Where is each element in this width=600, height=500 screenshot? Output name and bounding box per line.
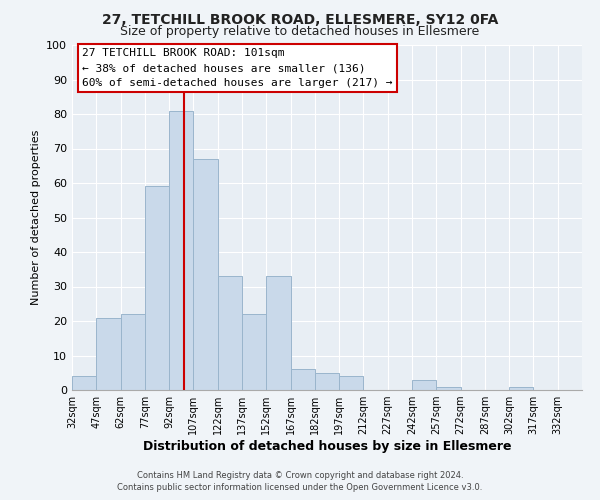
Y-axis label: Number of detached properties: Number of detached properties <box>31 130 41 305</box>
Bar <box>266 276 290 390</box>
Text: 27 TETCHILL BROOK ROAD: 101sqm
← 38% of detached houses are smaller (136)
60% of: 27 TETCHILL BROOK ROAD: 101sqm ← 38% of … <box>82 48 392 88</box>
Bar <box>339 376 364 390</box>
Text: Size of property relative to detached houses in Ellesmere: Size of property relative to detached ho… <box>121 25 479 38</box>
Text: 27, TETCHILL BROOK ROAD, ELLESMERE, SY12 0FA: 27, TETCHILL BROOK ROAD, ELLESMERE, SY12… <box>102 12 498 26</box>
Bar <box>290 370 315 390</box>
Bar <box>169 110 193 390</box>
Bar <box>193 159 218 390</box>
Bar <box>218 276 242 390</box>
Bar <box>145 186 169 390</box>
Bar <box>315 373 339 390</box>
Bar <box>72 376 96 390</box>
Bar <box>96 318 121 390</box>
Text: Contains HM Land Registry data © Crown copyright and database right 2024.
Contai: Contains HM Land Registry data © Crown c… <box>118 471 482 492</box>
Bar <box>412 380 436 390</box>
X-axis label: Distribution of detached houses by size in Ellesmere: Distribution of detached houses by size … <box>143 440 511 453</box>
Bar <box>121 314 145 390</box>
Bar <box>242 314 266 390</box>
Bar <box>436 386 461 390</box>
Bar <box>509 386 533 390</box>
